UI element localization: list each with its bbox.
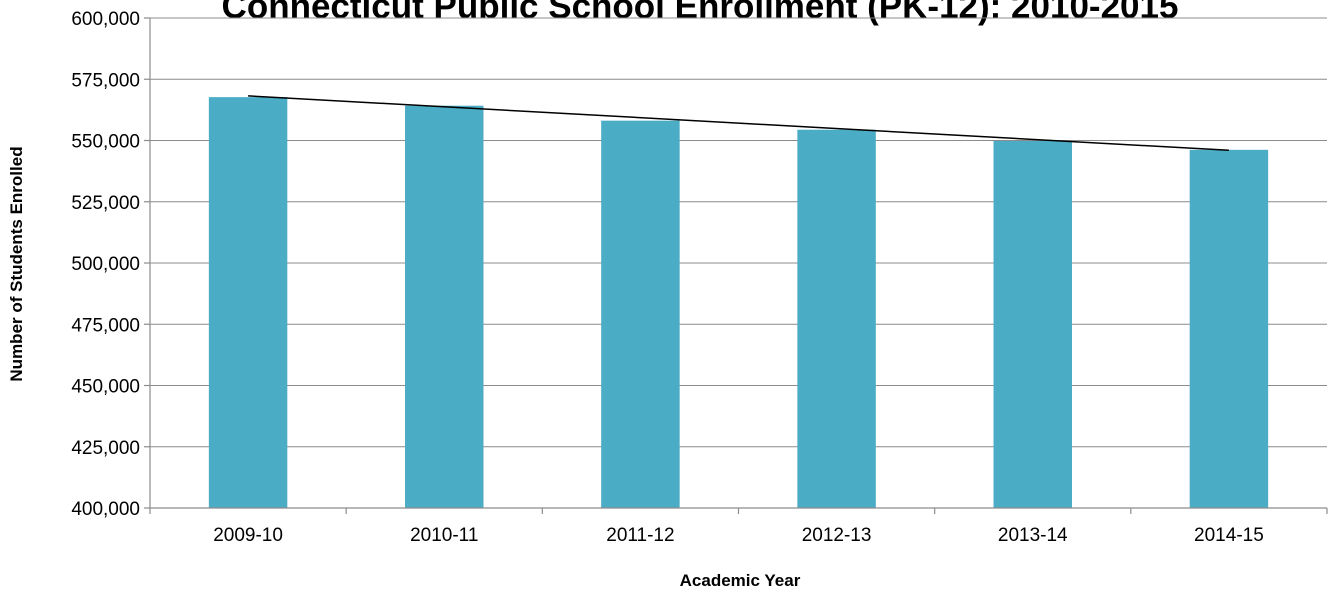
bar-2011-12: [601, 120, 680, 508]
bar-2012-13: [797, 129, 876, 508]
y-axis-title: Number of Students Enrolled: [7, 146, 26, 381]
x-tick-label: 2010-11: [410, 525, 478, 546]
chart-title: Connecticut Public School Enrollment (PK…: [222, 0, 1179, 26]
x-tick-label: 2012-13: [802, 525, 872, 546]
y-tick-label: 550,000: [71, 132, 140, 153]
trendline-group: [248, 95, 1229, 152]
y-tick-label: 575,000: [71, 70, 140, 91]
bars: [208, 97, 1269, 509]
y-tick-label: 400,000: [71, 499, 140, 520]
y-tick-label: 525,000: [71, 193, 140, 214]
bar-2013-14: [993, 140, 1072, 509]
x-tick-label: 2009-10: [213, 525, 283, 546]
x-tick-label: 2014-15: [1194, 525, 1264, 546]
y-tick-label: 475,000: [71, 315, 140, 336]
x-tick-label: 2013-14: [998, 525, 1068, 546]
y-tick-labels: 400,000 425,000 450,000 475,000 500,000 525,0…: [71, 9, 140, 520]
bar-2009-10: [208, 97, 288, 508]
trendline: [248, 95, 1229, 152]
y-tick-label: 450,000: [71, 377, 140, 398]
x-tick-label: 2011-12: [606, 525, 674, 546]
y-tick-label: 425,000: [71, 438, 140, 459]
y-tick-label: 500,000: [71, 254, 140, 275]
gridlines: [150, 17, 1327, 448]
x-tick-labels: 2009-10 2010-11 2011-12 2012-13 2013-14 2014-…: [213, 525, 1264, 546]
axes: [144, 17, 1328, 514]
x-axis-title: Academic Year: [680, 571, 801, 590]
bar-2010-11: [405, 105, 484, 509]
bar-2014-15: [1189, 149, 1269, 508]
y-tick-label: 600,000: [71, 9, 140, 30]
